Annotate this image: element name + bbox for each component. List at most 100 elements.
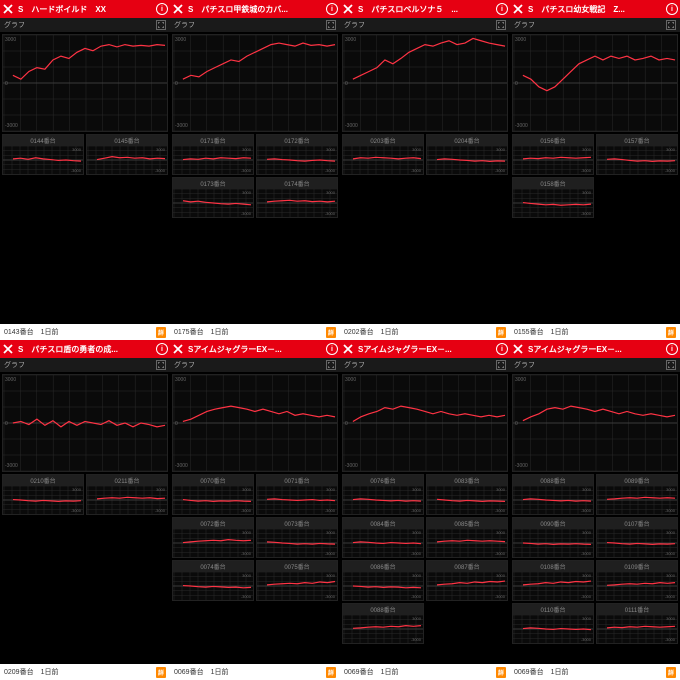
footer-badge[interactable]: 詳 [156, 327, 166, 338]
thumbnail-chart[interactable]: 0144番台 3000 -3000 [2, 134, 84, 175]
thumb-y-min: -3000 [581, 168, 591, 173]
thumbnail-chart[interactable]: 0070番台 3000 -3000 [172, 474, 254, 515]
thumbnail-chart[interactable]: 0071番台 3000 -3000 [256, 474, 338, 515]
thumbnail-chart[interactable]: 0173番台 3000 -3000 [172, 177, 254, 218]
expand-icon[interactable] [496, 20, 506, 30]
footer-text: 0143番台 1日前 [4, 327, 58, 337]
thumbnail-chart[interactable]: 0171番台 3000 -3000 [172, 134, 254, 175]
main-chart[interactable]: 3000 0 -3000 [2, 34, 168, 132]
graph-label: グラフ [514, 20, 535, 30]
info-icon[interactable]: i [156, 3, 168, 15]
panel-footer: 0155番台 1日前 詳 [510, 324, 680, 340]
thumbnail-chart[interactable]: 0084番台 3000 -3000 [342, 517, 424, 558]
main-chart[interactable]: 3000 0 -3000 [512, 34, 678, 132]
thumbnail-chart[interactable]: 0203番台 3000 -3000 [342, 134, 424, 175]
footer-badge[interactable]: 詳 [496, 667, 506, 678]
panel: SアイムジャグラーEX－... i グラフ 3000 0 -3000 0076番… [340, 340, 510, 680]
close-icon[interactable] [512, 3, 524, 15]
thumbnail-chart[interactable]: 0210番台 3000 -3000 [2, 474, 84, 515]
thumbnail-chart[interactable]: 0156番台 3000 -3000 [512, 134, 594, 175]
close-icon[interactable] [172, 343, 184, 355]
thumbnail-chart[interactable]: 0090番台 3000 -3000 [512, 517, 594, 558]
expand-icon[interactable] [156, 360, 166, 370]
info-icon[interactable]: i [496, 343, 508, 355]
info-icon[interactable]: i [156, 343, 168, 355]
close-icon[interactable] [512, 343, 524, 355]
expand-icon[interactable] [666, 20, 676, 30]
thumbnail-label: 0144番台 [3, 135, 83, 146]
footer-badge[interactable]: 詳 [326, 667, 336, 678]
panel-footer: 0069番台 1日前 詳 [170, 664, 340, 680]
close-icon[interactable] [342, 3, 354, 15]
footer-badge[interactable]: 詳 [666, 327, 676, 338]
thumbnail-chart[interactable]: 0087番台 3000 -3000 [426, 560, 508, 601]
expand-icon[interactable] [666, 360, 676, 370]
thumbnail-chart[interactable]: 0076番台 3000 -3000 [342, 474, 424, 515]
main-chart[interactable]: 3000 0 -3000 [2, 374, 168, 472]
thumb-y-max: 3000 [326, 487, 335, 492]
thumbnail-chart[interactable]: 0174番台 3000 -3000 [256, 177, 338, 218]
expand-icon[interactable] [496, 360, 506, 370]
thumbnail-chart[interactable]: 0108番台 3000 -3000 [512, 560, 594, 601]
close-icon[interactable] [172, 3, 184, 15]
info-icon[interactable]: i [496, 3, 508, 15]
thumbnail-chart[interactable]: 0085番台 3000 -3000 [426, 517, 508, 558]
thumb-y-max: 3000 [242, 147, 251, 152]
graph-label: グラフ [174, 20, 195, 30]
expand-icon[interactable] [326, 20, 336, 30]
panel-title: S パチスロ甲鉄城のカバ... [188, 4, 322, 15]
thumbnail-chart[interactable]: 0204番台 3000 -3000 [426, 134, 508, 175]
subheader: グラフ [340, 358, 510, 372]
info-icon[interactable]: i [666, 3, 678, 15]
thumbnail-chart[interactable]: 0157番台 3000 -3000 [596, 134, 678, 175]
y-max-label: 3000 [175, 377, 186, 383]
footer-badge[interactable]: 詳 [156, 667, 166, 678]
thumbnail-chart[interactable]: 0109番台 3000 -3000 [596, 560, 678, 601]
main-chart[interactable]: 3000 0 -3000 [342, 374, 508, 472]
thumb-y-max: 3000 [242, 190, 251, 195]
thumbnail-chart[interactable]: 0145番台 3000 -3000 [86, 134, 168, 175]
subheader: グラフ [340, 18, 510, 32]
main-chart[interactable]: 3000 0 -3000 [172, 34, 338, 132]
thumbnail-chart[interactable]: 0086番台 3000 -3000 [342, 560, 424, 601]
main-chart[interactable]: 3000 0 -3000 [342, 34, 508, 132]
thumbnails-area: 0144番台 3000 -3000 0145番台 3000 -3000 [0, 134, 170, 340]
thumbnail-chart[interactable]: 0107番台 3000 -3000 [596, 517, 678, 558]
panel-title: S ハードボイルド XX [18, 4, 152, 15]
thumbnail-chart[interactable]: 0072番台 3000 -3000 [172, 517, 254, 558]
y-zero-label: 0 [515, 81, 518, 87]
thumbnail-chart[interactable]: 0111番台 3000 -3000 [596, 603, 678, 644]
main-chart[interactable]: 3000 0 -3000 [172, 374, 338, 472]
main-chart[interactable]: 3000 0 -3000 [512, 374, 678, 472]
footer-badge[interactable]: 詳 [666, 667, 676, 678]
close-icon[interactable] [2, 3, 14, 15]
close-icon[interactable] [342, 343, 354, 355]
info-icon[interactable]: i [326, 3, 338, 15]
expand-icon[interactable] [326, 360, 336, 370]
thumbnail-chart[interactable]: 0073番台 3000 -3000 [256, 517, 338, 558]
thumbnail-chart[interactable]: 0075番台 3000 -3000 [256, 560, 338, 601]
thumbnail-chart[interactable]: 0089番台 3000 -3000 [596, 474, 678, 515]
y-zero-label: 0 [345, 421, 348, 427]
thumbnail-chart[interactable]: 0074番台 3000 -3000 [172, 560, 254, 601]
thumbnail-chart[interactable]: 0088番台 3000 -3000 [512, 474, 594, 515]
thumbnail-chart[interactable]: 0110番台 3000 -3000 [512, 603, 594, 644]
thumbnail-chart[interactable]: 0211番台 3000 -3000 [86, 474, 168, 515]
thumbnail-chart[interactable]: 0158番台 3000 -3000 [512, 177, 594, 218]
subheader: グラフ [510, 358, 680, 372]
info-icon[interactable]: i [326, 343, 338, 355]
thumb-y-min: -3000 [581, 594, 591, 599]
thumbnail-chart[interactable]: 0083番台 3000 -3000 [426, 474, 508, 515]
thumb-y-min: -3000 [241, 508, 251, 513]
thumbnail-chart[interactable]: 0088番台 3000 -3000 [342, 603, 424, 644]
thumb-y-min: -3000 [665, 637, 675, 642]
expand-icon[interactable] [156, 20, 166, 30]
close-icon[interactable] [2, 343, 14, 355]
info-icon[interactable]: i [666, 343, 678, 355]
footer-badge[interactable]: 詳 [326, 327, 336, 338]
thumb-y-min: -3000 [411, 551, 421, 556]
thumb-y-min: -3000 [155, 168, 165, 173]
footer-badge[interactable]: 詳 [496, 327, 506, 338]
thumbnail-chart[interactable]: 0172番台 3000 -3000 [256, 134, 338, 175]
thumbnail-label: 0087番台 [427, 561, 507, 572]
